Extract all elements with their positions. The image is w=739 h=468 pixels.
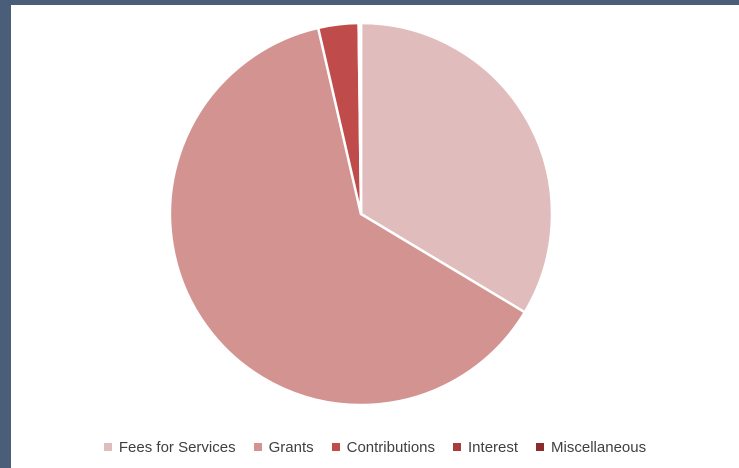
legend-item-miscellaneous: Miscellaneous — [536, 439, 646, 456]
legend-swatch-miscellaneous — [536, 443, 545, 451]
legend-swatch-fees-for-services — [103, 443, 112, 451]
legend-item-interest: Interest — [453, 439, 518, 456]
legend-swatch-contributions — [331, 443, 340, 451]
chart-legend: Fees for Services Grants Contributions Inte… — [11, 434, 739, 460]
pie-slice-grants — [168, 26, 527, 407]
legend-label-fees-for-services: Fees for Services — [118, 438, 236, 456]
legend-label-miscellaneous: Miscellaneous — [551, 438, 647, 456]
legend-swatch-grants — [253, 443, 262, 451]
pie-slice-miscellaneous — [358, 21, 363, 216]
chart-area: Fees for Services Grants Contributions Inte… — [11, 5, 739, 468]
legend-label-contributions: Contributions — [346, 438, 436, 456]
pie-chart — [168, 21, 554, 407]
legend-item-fees-for-services: Fees for Services — [103, 438, 236, 456]
legend-item-grants: Grants — [253, 438, 314, 456]
pie-slice-fees-for-services — [359, 21, 554, 314]
legend-item-contributions: Contributions — [331, 438, 436, 456]
legend-swatch-interest — [453, 443, 462, 451]
legend-label-grants: Grants — [268, 438, 314, 456]
legend-label-interest: Interest — [468, 438, 519, 456]
